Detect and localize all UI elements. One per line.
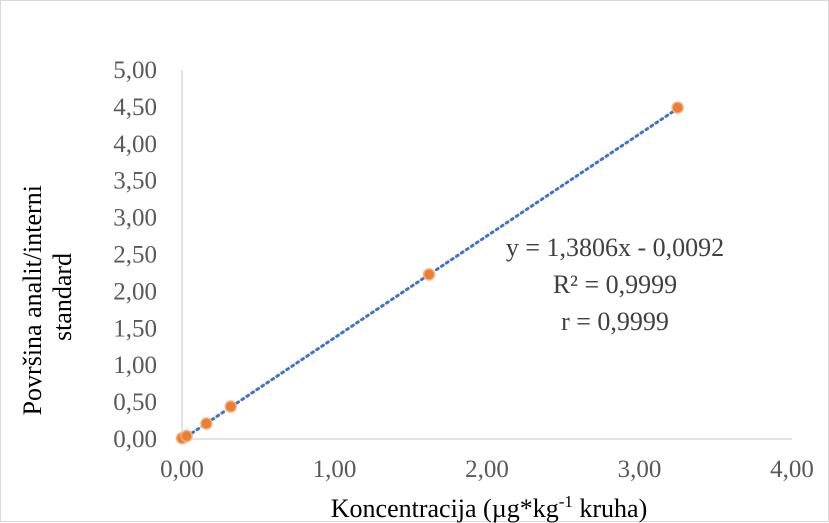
x-tick-label: 3,00 <box>618 456 662 483</box>
y-tick-label: 2,00 <box>113 278 157 305</box>
y-tick-label: 4,00 <box>113 131 157 158</box>
y-axis-title: Površina analit/interni standard <box>18 179 77 416</box>
y-tick-label: 5,00 <box>113 57 157 84</box>
r-squared-label: R² = 0,9999 <box>553 270 677 299</box>
equation-label: y = 1,3806x - 0,0092 <box>506 233 724 262</box>
y-tick-label: 1,50 <box>113 315 157 342</box>
r-label: r = 0,9999 <box>561 307 669 336</box>
x-axis-title-tail: kruha) <box>573 494 647 523</box>
trendline <box>180 107 680 442</box>
y-axis-title-line-2: standard <box>48 253 77 341</box>
data-point <box>422 268 436 281</box>
y-tick-label: 2,50 <box>113 242 157 269</box>
y-tick-labels: 0,00 0,50 1,00 1,50 2,00 2,50 3,00 3,50 4,00 4,50… <box>113 57 157 453</box>
x-tick-label: 4,00 <box>770 456 814 483</box>
y-tick-label: 0,00 <box>113 426 157 453</box>
data-point <box>671 101 684 114</box>
data-point <box>224 400 238 413</box>
trendline-line <box>180 107 680 442</box>
y-tick-label: 3,00 <box>113 205 157 232</box>
x-axis-title: Koncentracija (µg*kg-1 kruha) <box>331 492 647 523</box>
y-tick-label: 4,50 <box>113 94 157 121</box>
data-point <box>200 417 213 430</box>
data-point <box>180 429 193 443</box>
data-points <box>175 101 684 445</box>
y-axis-title-line-1: Površina analit/interni <box>18 185 47 415</box>
trendline-equation: y = 1,3806x - 0,0092 R² = 0,9999 r = 0,9… <box>506 233 724 336</box>
axes <box>181 70 792 440</box>
y-tick-label: 3,50 <box>113 168 157 195</box>
x-tick-label: 2,00 <box>465 456 509 483</box>
x-tick-label: 0,00 <box>160 456 204 483</box>
x-axis-title-main: Koncentracija (µg*kg <box>331 494 559 523</box>
y-tick-label: 0,50 <box>113 389 157 416</box>
x-tick-labels: 0,00 1,00 2,00 3,00 4,00 <box>160 456 814 483</box>
x-tick-label: 1,00 <box>313 456 357 483</box>
x-axis-title-superscript: -1 <box>559 492 573 511</box>
y-tick-label: 1,00 <box>113 352 157 379</box>
